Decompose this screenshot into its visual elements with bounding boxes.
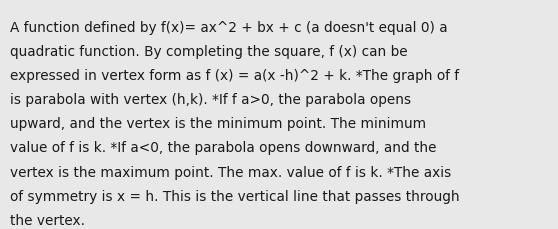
Text: quadratic function. By completing the square, f (x) can be: quadratic function. By completing the sq… — [10, 45, 408, 59]
Text: of symmetry is x = h. This is the vertical line that passes through: of symmetry is x = h. This is the vertic… — [10, 189, 460, 203]
Text: the vertex.: the vertex. — [10, 213, 85, 227]
Text: vertex is the maximum point. The max. value of f is k. *The axis: vertex is the maximum point. The max. va… — [10, 165, 451, 179]
Text: expressed in vertex form as f (x) = a(x -h)^2 + k. *The graph of f: expressed in vertex form as f (x) = a(x … — [10, 69, 459, 83]
Text: is parabola with vertex (h,k). *If f a>0, the parabola opens: is parabola with vertex (h,k). *If f a>0… — [10, 93, 411, 107]
Text: A function defined by f(x)= ax^2 + bx + c (a doesn't equal 0) a: A function defined by f(x)= ax^2 + bx + … — [10, 21, 448, 35]
Text: upward, and the vertex is the minimum point. The minimum: upward, and the vertex is the minimum po… — [10, 117, 426, 131]
Text: value of f is k. *If a<0, the parabola opens downward, and the: value of f is k. *If a<0, the parabola o… — [10, 141, 436, 155]
